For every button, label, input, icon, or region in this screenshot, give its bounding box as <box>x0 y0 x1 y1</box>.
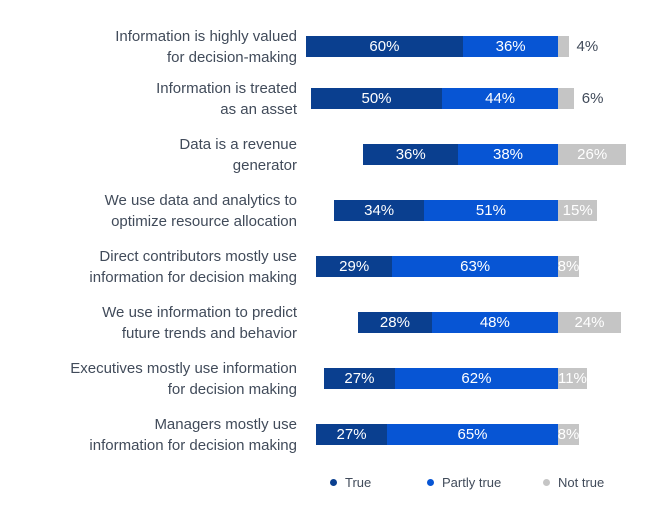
value-label: 63% <box>460 258 491 275</box>
bar-segment-true[interactable]: 27% <box>323 368 395 389</box>
value-label: 50% <box>361 90 392 107</box>
value-label: 26% <box>577 146 608 163</box>
category-label: Managers mostly use information for deci… <box>89 415 297 454</box>
legend-label: Not true <box>558 474 605 490</box>
value-label: 51% <box>475 202 506 219</box>
bar-row: 29% 63% 8% <box>316 256 579 277</box>
value-label: 48% <box>479 314 510 331</box>
value-label: 34% <box>364 202 395 219</box>
category-label: Data is a revenue generator <box>179 135 297 174</box>
bar-segment-partly-true[interactable]: 48% <box>431 312 558 333</box>
bar-segment-not-true[interactable]: 24% <box>557 312 622 333</box>
legend-dot-icon <box>330 478 337 486</box>
value-label: 36% <box>395 146 426 163</box>
bar-segment-partly-true[interactable]: 51% <box>423 200 558 221</box>
bar-segment-true[interactable]: 27% <box>316 424 388 445</box>
category-label: We use data and analytics to optimize re… <box>104 191 297 230</box>
bar-segment-not-true[interactable]: 11% <box>557 368 587 389</box>
legend-item-not-true[interactable]: Not true <box>543 474 604 490</box>
category-label: We use information to predict future tre… <box>102 303 297 342</box>
bar-row: 50% 44% 6% <box>310 88 604 109</box>
bar-segment-partly-true[interactable]: 38% <box>458 144 558 165</box>
value-label: 8% <box>557 258 580 275</box>
bar-segment-true[interactable]: 29% <box>316 256 393 277</box>
value-label: 38% <box>493 146 524 163</box>
value-label-outside: 4% <box>576 38 599 55</box>
bar-row: 27% 65% 8% <box>316 424 579 445</box>
bar-row: 60% 36% 4% <box>305 36 599 57</box>
category-label: Direct contributors mostly use informati… <box>89 247 297 286</box>
value-label: 62% <box>461 370 492 387</box>
bar-segment-true[interactable]: 28% <box>358 312 432 333</box>
bar-segment-true[interactable]: 50% <box>310 88 443 109</box>
bar-row: 36% 38% 26% <box>363 144 627 165</box>
category-label: Information is treated as an asset <box>156 79 297 118</box>
bar-segment-partly-true[interactable]: 44% <box>442 88 558 109</box>
value-label: 11% <box>557 370 587 387</box>
value-label: 24% <box>574 314 605 331</box>
bar-segment-partly-true[interactable]: 63% <box>392 256 558 277</box>
legend-dot-icon <box>427 478 434 486</box>
value-label: 60% <box>369 38 400 55</box>
bar-segment-not-true[interactable]: 15% <box>557 200 598 221</box>
bar-segment-not-true[interactable]: 8% <box>558 256 579 277</box>
legend-item-true[interactable]: True <box>330 474 371 490</box>
legend-item-partly-true[interactable]: Partly true <box>427 474 501 490</box>
value-label-outside: 6% <box>581 90 604 107</box>
bar-segment-true[interactable]: 36% <box>363 144 459 165</box>
bar-segment-partly-true[interactable]: 36% <box>463 36 558 57</box>
bar-row: 27% 62% 11% <box>323 368 587 389</box>
category-label: Information is highly valued for decisio… <box>115 27 297 66</box>
value-label: 28% <box>379 314 410 331</box>
value-label: 8% <box>557 426 580 443</box>
legend-label: True <box>345 474 372 490</box>
legend-dot-icon <box>543 478 550 486</box>
value-label: 15% <box>562 202 593 219</box>
category-label: Executives mostly use information for de… <box>70 359 297 398</box>
bar-segment-not-true[interactable] <box>557 36 569 57</box>
value-label: 29% <box>339 258 370 275</box>
bar-row: 34% 51% 15% <box>334 200 598 221</box>
legend-label: Partly true <box>442 474 502 490</box>
bar-segment-true[interactable]: 34% <box>334 200 424 221</box>
value-label: 44% <box>485 90 516 107</box>
bar-segment-partly-true[interactable]: 62% <box>394 368 558 389</box>
bar-segment-not-true[interactable]: 8% <box>558 424 579 445</box>
bar-segment-true[interactable]: 60% <box>305 36 464 57</box>
value-label: 36% <box>495 38 526 55</box>
bar-segment-partly-true[interactable]: 65% <box>387 424 558 445</box>
value-label: 65% <box>457 426 488 443</box>
value-label: 27% <box>336 426 367 443</box>
value-label: 27% <box>344 370 375 387</box>
bar-segment-not-true[interactable]: 26% <box>557 144 627 165</box>
bar-segment-not-true[interactable] <box>557 88 574 109</box>
bar-row: 28% 48% 24% <box>358 312 622 333</box>
